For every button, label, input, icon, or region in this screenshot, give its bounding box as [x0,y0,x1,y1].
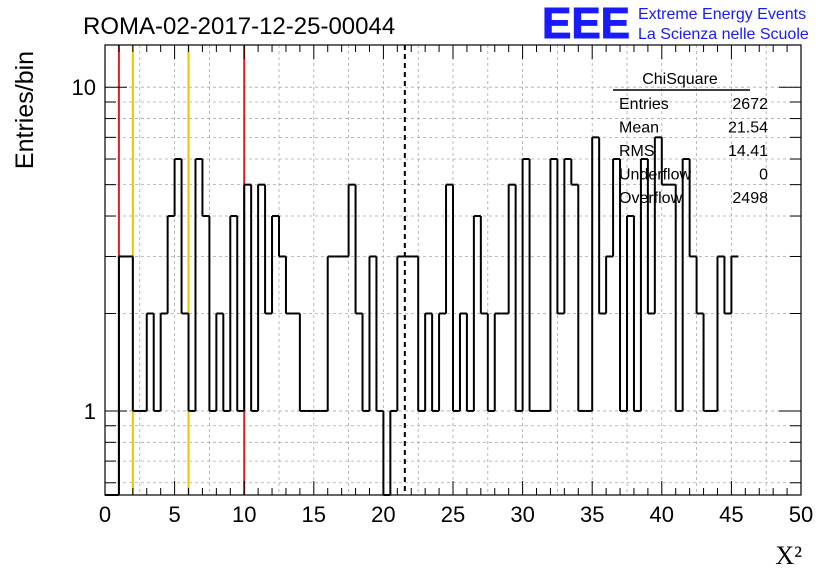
x-axis-label: X² [775,541,802,570]
stats-label: Entries [619,96,669,113]
y-tick-label: 10 [72,75,96,100]
x-tick-label: 5 [168,502,180,527]
stats-box: ChiSquare Entries 2672 Mean 21.54 RMS 14.41 Un… [613,71,768,207]
stats-value: 14.41 [728,143,768,160]
eee-logo: EEE Extreme Energy Events La Scienza nel… [542,0,809,49]
x-tick-label: 0 [99,502,111,527]
logo-line2: La Scienza nelle Scuole [638,26,809,43]
stats-label: RMS [619,143,655,160]
stats-value: 0 [759,167,768,184]
tick-labels: 0 5 10 15 20 25 30 35 40 45 50 1 10 [72,75,814,527]
stats-value: 2672 [732,96,768,113]
y-tick-label: 1 [84,399,96,424]
stats-label: Overflow [619,190,683,207]
logo-line1: Extreme Energy Events [638,6,806,23]
x-tick-label: 25 [441,502,465,527]
x-tick-label: 30 [510,502,534,527]
stats-label: Underflow [619,167,691,184]
stats-header: ChiSquare [642,71,718,88]
x-tick-label: 50 [789,502,813,527]
x-tick-label: 10 [232,502,256,527]
x-tick-label: 40 [650,502,674,527]
stats-label: Mean [619,120,659,137]
chart-title: ROMA-02-2017-12-25-00044 [83,13,395,40]
stats-value: 2498 [732,190,768,207]
x-tick-label: 15 [302,502,326,527]
x-tick-label: 20 [371,502,395,527]
histogram-bars [105,136,739,496]
axis-ticks [104,45,802,495]
logo-letters: EEE [542,0,630,48]
x-tick-label: 35 [580,502,604,527]
y-axis-label: Entries/bin [11,51,39,169]
reference-lines [117,45,406,495]
stats-rows: Entries 2672 Mean 21.54 RMS 14.41 Underflow 0 Ov… [619,96,768,207]
stats-value: 21.54 [728,120,768,137]
x-tick-label: 45 [719,502,743,527]
